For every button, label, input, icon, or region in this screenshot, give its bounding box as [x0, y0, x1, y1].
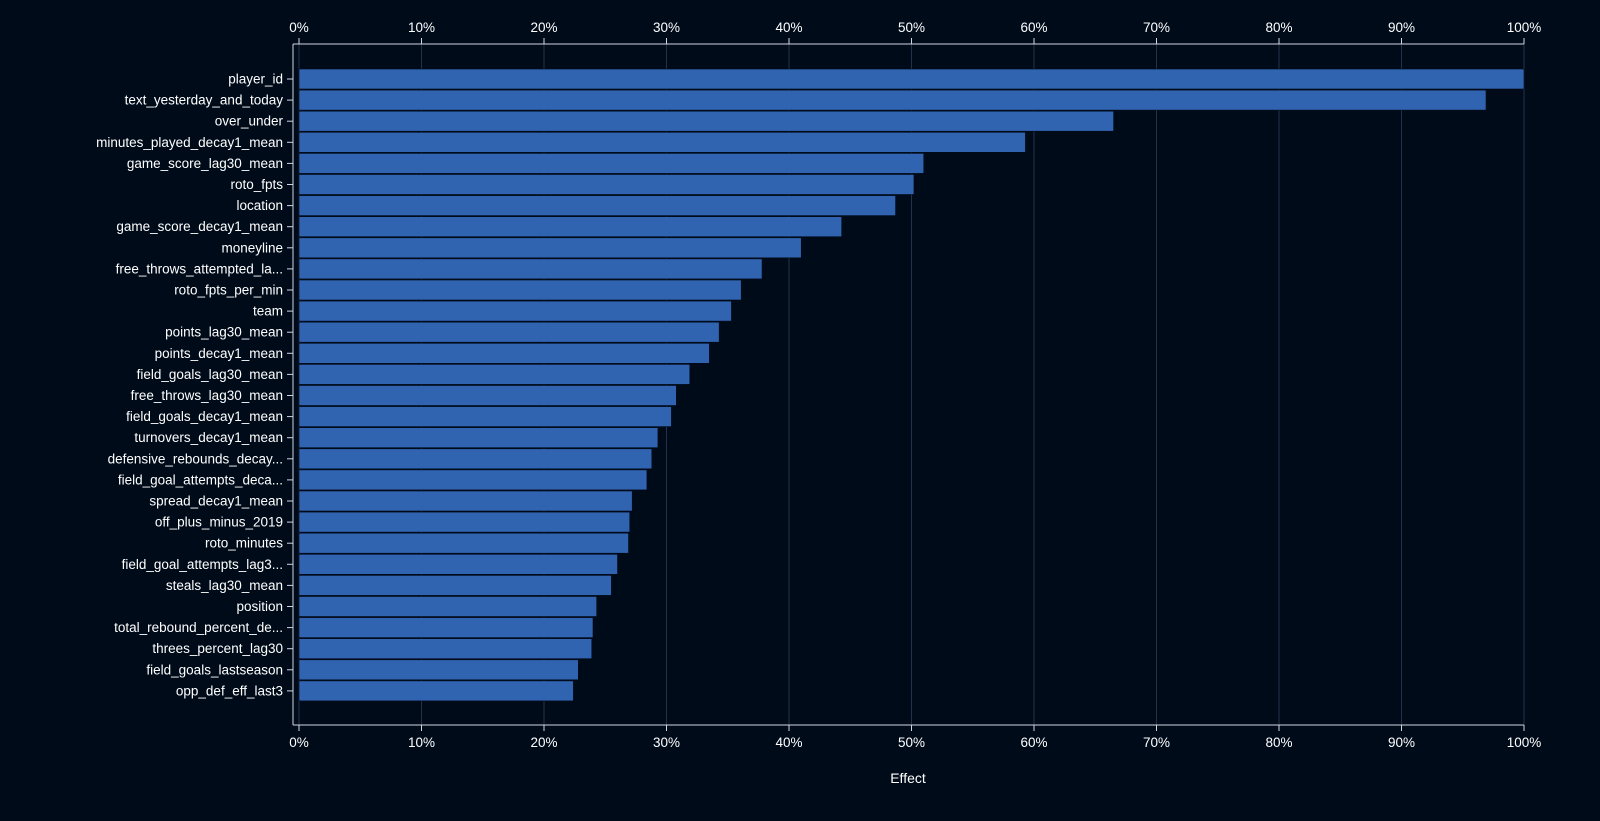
top-tick-label: 40%: [775, 20, 802, 35]
category-label: game_score_decay1_mean: [116, 219, 283, 234]
bar: [298, 385, 677, 406]
category-label: turnovers_decay1_mean: [134, 430, 283, 445]
bottom-tick-label: 60%: [1020, 735, 1047, 750]
bar: [298, 216, 842, 237]
bar: [298, 406, 672, 427]
category-label: field_goal_attempts_lag3...: [122, 557, 283, 572]
category-label: threes_percent_lag30: [152, 641, 283, 656]
category-label: field_goal_attempts_deca...: [118, 472, 283, 487]
category-label: position: [236, 599, 283, 614]
category-label: minutes_played_decay1_mean: [96, 135, 283, 150]
bar: [298, 469, 648, 491]
bar: [298, 490, 633, 512]
category-label: free_throws_attempted_la...: [116, 261, 283, 276]
bar: [298, 258, 763, 280]
top-tick-label: 100%: [1507, 20, 1542, 35]
bar: [298, 321, 720, 343]
top-tick-label: 20%: [530, 20, 557, 35]
bar: [298, 110, 1114, 132]
x-axis-title: Effect: [890, 770, 926, 786]
category-label: defensive_rebounds_decay...: [108, 451, 283, 466]
category-label: points_decay1_mean: [155, 346, 283, 361]
bar: [298, 68, 1525, 90]
bottom-tick-label: 0%: [289, 735, 309, 750]
category-label: opp_def_eff_last3: [176, 683, 283, 698]
bar: [298, 195, 896, 216]
bottom-tick-label: 80%: [1265, 735, 1292, 750]
bar: [298, 638, 593, 660]
bar: [298, 553, 618, 575]
category-label: off_plus_minus_2019: [155, 515, 283, 530]
top-tick-label: 50%: [898, 20, 925, 35]
category-label: field_goals_decay1_mean: [126, 409, 283, 424]
bottom-tick-label: 90%: [1388, 735, 1415, 750]
bottom-tick-label: 10%: [408, 735, 435, 750]
bottom-x-axis: 0% 10% 20% 30% 40% 50% 60% 70% 80% 90% 100%: [289, 724, 1542, 750]
y-axis: player_id text_yesterday_and_today over_un…: [96, 44, 294, 725]
bar: [298, 680, 574, 702]
bar: [298, 174, 915, 195]
category-label: spread_decay1_mean: [149, 494, 283, 509]
category-label: over_under: [215, 114, 284, 129]
bar: [298, 364, 691, 385]
category-label: roto_fpts_per_min: [174, 283, 283, 298]
bar: [298, 427, 659, 449]
category-label: field_goals_lag30_mean: [137, 367, 283, 382]
category-label: roto_minutes: [205, 536, 283, 551]
category-label: roto_fpts: [230, 177, 283, 192]
bar: [298, 617, 594, 638]
bar: [298, 89, 1487, 111]
bar: [298, 596, 597, 617]
category-label: game_score_lag30_mean: [127, 156, 283, 171]
bar: [298, 300, 732, 322]
bar: [298, 532, 629, 554]
top-tick-label: 80%: [1265, 20, 1292, 35]
bar: [298, 132, 1026, 153]
category-label: text_yesterday_and_today: [125, 93, 284, 108]
category-label: total_rebound_percent_de...: [114, 620, 283, 635]
bar: [298, 342, 710, 364]
bars: [298, 68, 1525, 702]
bar: [298, 448, 653, 470]
category-label: location: [236, 198, 283, 213]
bottom-tick-label: 50%: [898, 735, 925, 750]
bottom-tick-label: 100%: [1507, 735, 1542, 750]
category-label: player_id: [228, 72, 283, 87]
bar: [298, 511, 631, 533]
bar: [298, 237, 802, 259]
bar: [298, 575, 612, 596]
top-tick-label: 70%: [1143, 20, 1170, 35]
bottom-tick-label: 40%: [775, 735, 802, 750]
top-tick-label: 0%: [289, 20, 309, 35]
bar: [298, 153, 925, 174]
top-tick-label: 90%: [1388, 20, 1415, 35]
category-label: field_goals_lastseason: [146, 662, 283, 677]
category-label: free_throws_lag30_mean: [131, 388, 283, 403]
category-label: moneyline: [221, 240, 283, 255]
top-tick-label: 10%: [408, 20, 435, 35]
bottom-tick-label: 20%: [530, 735, 557, 750]
bottom-tick-label: 30%: [653, 735, 680, 750]
category-label: team: [253, 304, 283, 319]
category-label: points_lag30_mean: [165, 325, 283, 340]
category-label: steals_lag30_mean: [166, 578, 283, 593]
bottom-tick-label: 70%: [1143, 735, 1170, 750]
top-tick-label: 60%: [1020, 20, 1047, 35]
bar: [298, 279, 742, 301]
top-tick-label: 30%: [653, 20, 680, 35]
bar: [298, 659, 579, 681]
top-x-axis: 0% 10% 20% 30% 40% 50% 60% 70% 80% 90% 100%: [289, 20, 1542, 45]
